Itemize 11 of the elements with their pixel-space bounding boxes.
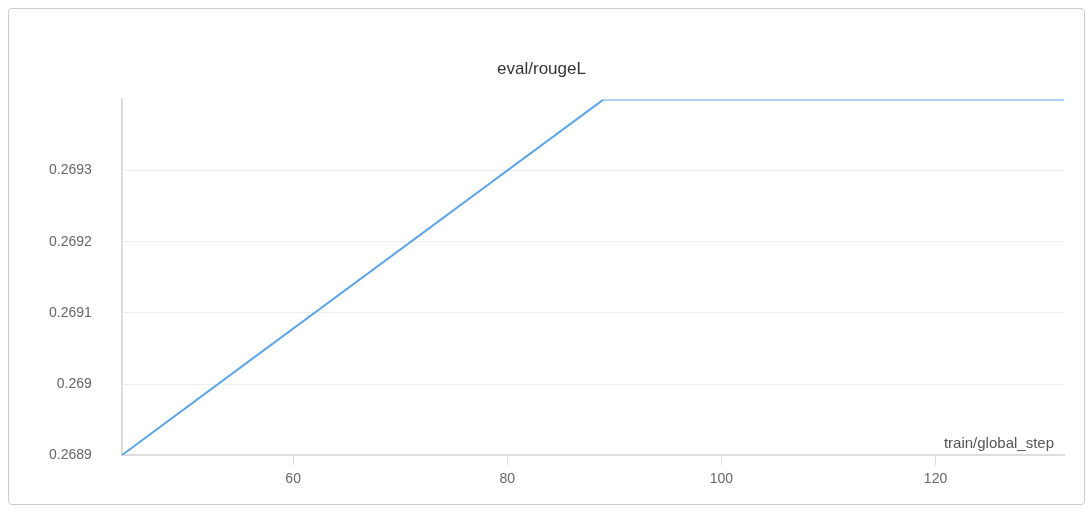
y-tick-label: 0.2693 bbox=[48, 161, 93, 178]
chart-title: eval/rougeL bbox=[497, 58, 586, 78]
x-tick-label: 80 bbox=[499, 470, 516, 487]
y-tick-label: 0.2691 bbox=[48, 303, 93, 320]
x-tick-label: 120 bbox=[923, 470, 948, 487]
y-tick-label: 0.2692 bbox=[48, 232, 93, 249]
y-tick-label: 0.269 bbox=[56, 374, 93, 391]
y-tick-label: 0.2689 bbox=[48, 446, 93, 463]
x-tick-label: 60 bbox=[285, 470, 302, 487]
x-axis-title: train/global_step bbox=[943, 433, 1054, 451]
x-tick-label: 100 bbox=[709, 470, 734, 487]
